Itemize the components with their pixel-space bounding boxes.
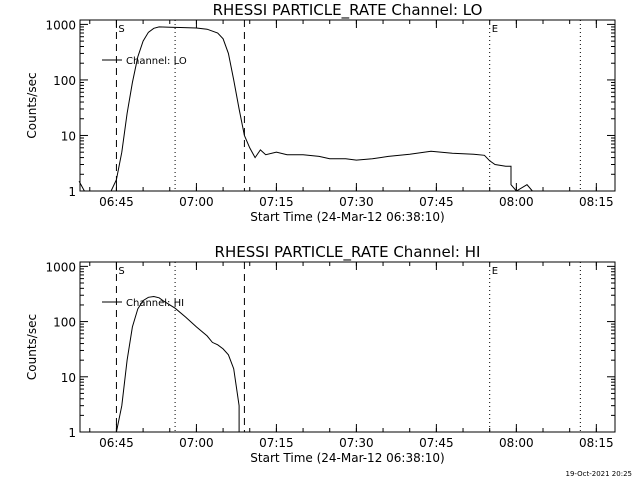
chart-title: RHESSI PARTICLE_RATE Channel: HI (215, 243, 481, 262)
x-tick-label: 07:45 (419, 436, 454, 450)
event-marker-label: E (492, 24, 498, 35)
x-tick-label: 07:30 (339, 195, 374, 209)
chart-title: RHESSI PARTICLE_RATE Channel: LO (213, 1, 483, 20)
event-marker-label: S (118, 24, 124, 35)
event-marker-label: S (118, 266, 124, 277)
x-tick-label: 06:45 (99, 195, 134, 209)
date-stamp: 19-Oct-2021 20:25 (566, 470, 632, 478)
y-tick-label: 1000 (45, 260, 76, 274)
y-tick-label: 10 (61, 371, 76, 385)
legend-label: Channel: LO (126, 56, 187, 67)
x-tick-label: 07:00 (179, 195, 214, 209)
plot-frame (79, 261, 616, 433)
legend-label: Channel: HI (126, 298, 184, 309)
x-axis-label: Start Time (24-Mar-12 06:38:10) (250, 451, 444, 465)
plot-frame (79, 19, 616, 192)
x-tick-label: 07:45 (419, 195, 454, 209)
x-tick-label: 07:00 (179, 436, 214, 450)
event-marker-label: E (492, 266, 498, 277)
y-tick-label: 1 (68, 185, 76, 199)
chart-panel-hi: RHESSI PARTICLE_RATE Channel: HI 1 10 100 10… (25, 243, 616, 465)
chart-panel-lo: RHESSI PARTICLE_RATE Channel: LO 1 10 100 10… (25, 1, 616, 224)
y-tick-label: 1000 (45, 18, 76, 32)
y-tick-label: 100 (53, 74, 76, 88)
x-tick-label: 08:00 (499, 436, 534, 450)
y-axis-label: Counts/sec (25, 314, 39, 380)
x-tick-label: 08:00 (499, 195, 534, 209)
x-tick-label: 07:15 (259, 195, 294, 209)
series-line (115, 295, 240, 433)
x-tick-label: 07:30 (339, 436, 374, 450)
series-line (78, 26, 533, 192)
y-tick-label: 100 (53, 316, 76, 330)
x-tick-label: 07:15 (259, 436, 294, 450)
x-tick-label: 08:15 (579, 436, 614, 450)
x-axis-label: Start Time (24-Mar-12 06:38:10) (250, 210, 444, 224)
y-tick-label: 10 (61, 129, 76, 143)
y-axis-label: Counts/sec (25, 72, 39, 138)
x-tick-label: 08:15 (579, 195, 614, 209)
x-tick-label: 06:45 (99, 436, 134, 450)
y-tick-label: 1 (68, 426, 76, 440)
